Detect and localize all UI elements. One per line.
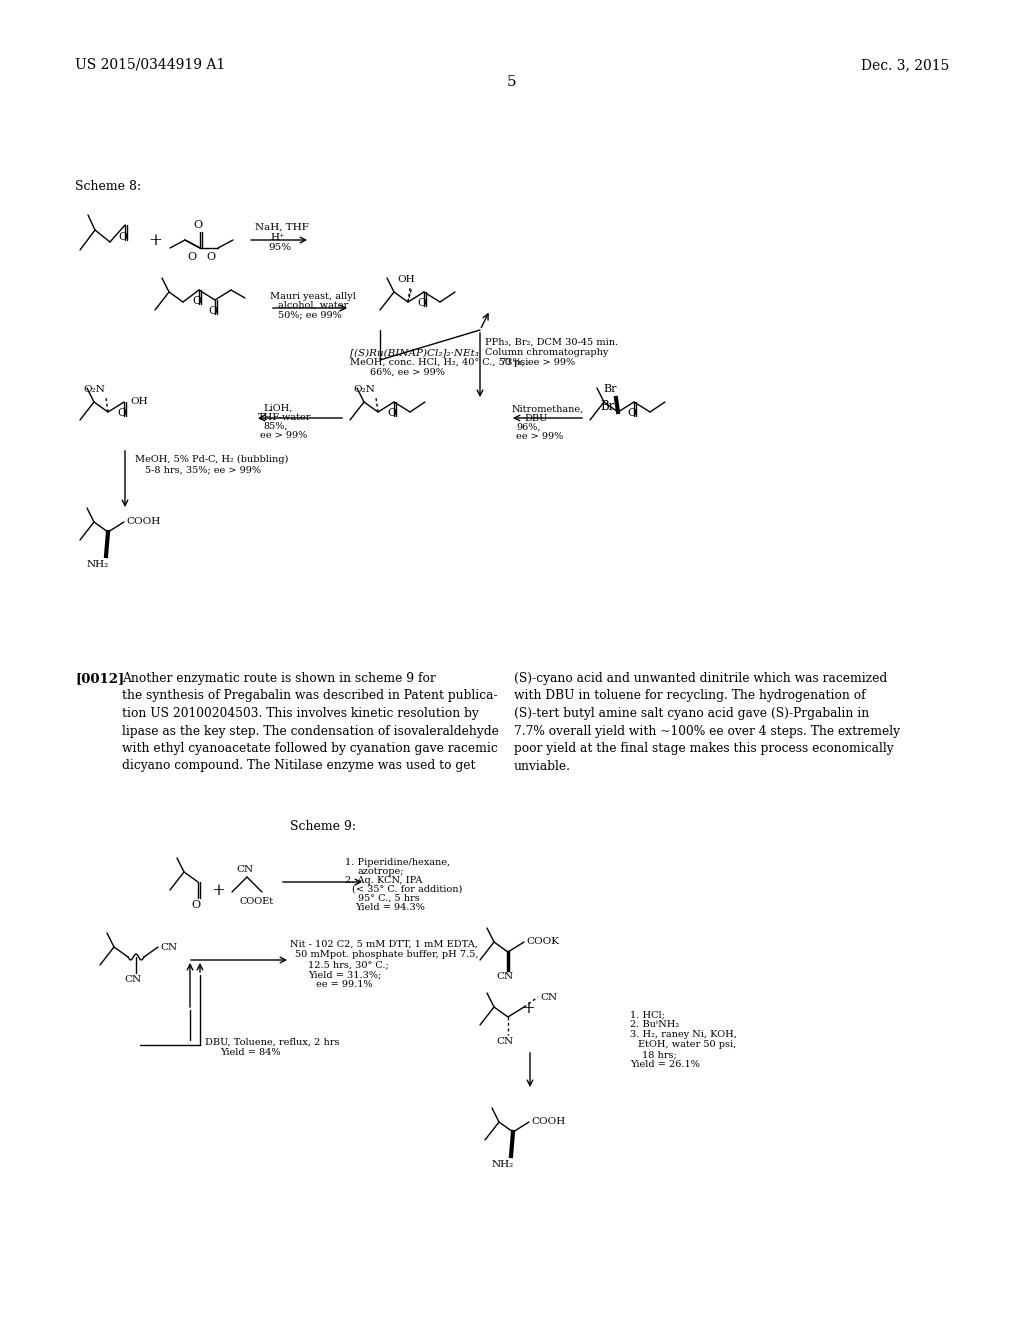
Text: O: O — [418, 298, 427, 308]
Text: 66%, ee > 99%: 66%, ee > 99% — [370, 368, 444, 378]
Text: [(S)Ru(BINAP)Cl₂]₂·NEt₃: [(S)Ru(BINAP)Cl₂]₂·NEt₃ — [350, 348, 479, 356]
Text: Br: Br — [600, 400, 614, 413]
Text: Yield = 26.1%: Yield = 26.1% — [630, 1060, 699, 1069]
Text: (S)-cyano acid and unwanted dinitrile which was racemized
with DBU in toluene fo: (S)-cyano acid and unwanted dinitrile wh… — [514, 672, 900, 772]
Text: Scheme 8:: Scheme 8: — [75, 180, 141, 193]
Text: O: O — [187, 252, 197, 261]
Text: NH₂: NH₂ — [492, 1160, 514, 1170]
Text: NaH, THF: NaH, THF — [255, 223, 309, 232]
Text: O: O — [193, 296, 202, 306]
Text: 73%, ee > 99%: 73%, ee > 99% — [500, 358, 575, 367]
Text: O₂N: O₂N — [83, 385, 104, 393]
Text: CN: CN — [237, 865, 254, 874]
Text: 1. Piperidine/hexane,: 1. Piperidine/hexane, — [345, 858, 451, 867]
Text: CN: CN — [125, 975, 141, 983]
Text: NH₂: NH₂ — [87, 560, 110, 569]
Text: Scheme 9:: Scheme 9: — [290, 820, 356, 833]
Text: O₂N: O₂N — [353, 385, 375, 393]
Text: DBU, Toluene, reflux, 2 hrs: DBU, Toluene, reflux, 2 hrs — [205, 1038, 340, 1047]
Text: O: O — [119, 232, 128, 242]
Text: Yield = 31.3%;: Yield = 31.3%; — [308, 970, 381, 979]
Text: 5: 5 — [507, 75, 517, 88]
Text: O: O — [118, 408, 127, 418]
Text: ee = 99.1%: ee = 99.1% — [316, 979, 373, 989]
Text: alcohol, water: alcohol, water — [278, 301, 348, 310]
Text: LiOH,: LiOH, — [263, 404, 293, 413]
Text: 2. BuᵗNH₂: 2. BuᵗNH₂ — [630, 1020, 679, 1030]
Text: O: O — [191, 900, 201, 909]
Text: O: O — [194, 220, 203, 230]
Text: 3. H₂, raney Ni, KOH,: 3. H₂, raney Ni, KOH, — [630, 1030, 737, 1039]
Text: O: O — [209, 306, 217, 315]
Text: Dec. 3, 2015: Dec. 3, 2015 — [860, 58, 949, 73]
Text: COOH: COOH — [531, 1118, 565, 1126]
Text: US 2015/0344919 A1: US 2015/0344919 A1 — [75, 58, 225, 73]
Text: ee > 99%: ee > 99% — [516, 432, 563, 441]
Text: 85%,: 85%, — [263, 422, 288, 432]
Text: THF-water: THF-water — [258, 413, 311, 422]
Text: azotrope;: azotrope; — [358, 867, 404, 876]
Text: COOH: COOH — [126, 517, 160, 527]
Text: 50%; ee 99%: 50%; ee 99% — [278, 310, 342, 319]
Text: Yield = 84%: Yield = 84% — [220, 1048, 281, 1057]
Text: 18 hrs;: 18 hrs; — [642, 1049, 677, 1059]
Text: OH: OH — [130, 397, 147, 407]
Text: [0012]: [0012] — [75, 672, 124, 685]
Text: O: O — [207, 252, 216, 261]
Text: 50 mMpot. phosphate buffer, pH 7.5,: 50 mMpot. phosphate buffer, pH 7.5, — [295, 950, 478, 960]
Text: PPh₃, Br₂, DCM 30-45 min.: PPh₃, Br₂, DCM 30-45 min. — [485, 338, 618, 347]
Text: 12.5 hrs, 30° C.;: 12.5 hrs, 30° C.; — [308, 960, 389, 969]
Text: 5-8 hrs, 35%; ee > 99%: 5-8 hrs, 35%; ee > 99% — [145, 465, 261, 474]
Text: CN: CN — [160, 942, 177, 952]
Text: Nitromethane,: Nitromethane, — [512, 405, 585, 414]
Text: +: + — [211, 882, 225, 899]
Text: O: O — [387, 408, 396, 418]
Text: CN: CN — [497, 972, 514, 981]
Text: O: O — [628, 408, 637, 418]
Text: 2. Aq. KCN, IPA: 2. Aq. KCN, IPA — [345, 876, 422, 884]
Text: ee > 99%: ee > 99% — [260, 432, 307, 440]
Text: 95%: 95% — [268, 243, 291, 252]
Text: 1. HCl;: 1. HCl; — [630, 1010, 665, 1019]
Text: Mauri yeast, allyl: Mauri yeast, allyl — [270, 292, 356, 301]
Text: Column chromatography: Column chromatography — [485, 348, 608, 356]
Text: OH: OH — [397, 275, 415, 284]
Text: Yield = 94.3%: Yield = 94.3% — [355, 903, 425, 912]
Text: +: + — [521, 1001, 535, 1016]
Text: +: + — [148, 232, 162, 249]
Text: MeOH, 5% Pd-C, H₂ (bubbling): MeOH, 5% Pd-C, H₂ (bubbling) — [135, 455, 289, 465]
Text: CN: CN — [540, 993, 557, 1002]
Text: Nit - 102 C2, 5 mM DTT, 1 mM EDTA,: Nit - 102 C2, 5 mM DTT, 1 mM EDTA, — [290, 940, 478, 949]
Text: 95° C., 5 hrs: 95° C., 5 hrs — [358, 894, 420, 903]
Text: COOEt: COOEt — [240, 898, 274, 906]
Text: (< 35° C. for addition): (< 35° C. for addition) — [352, 884, 463, 894]
Text: COOK: COOK — [526, 937, 559, 946]
Text: MeOH, conc. HCl, H₂, 40° C., 50 psi: MeOH, conc. HCl, H₂, 40° C., 50 psi — [350, 358, 528, 367]
Text: H⁺: H⁺ — [270, 234, 285, 242]
Text: Another enzymatic route is shown in scheme 9 for
the synthesis of Pregabalin was: Another enzymatic route is shown in sche… — [122, 672, 499, 772]
Text: Br: Br — [603, 384, 616, 393]
Text: 96%,: 96%, — [516, 422, 541, 432]
Text: DBU: DBU — [524, 414, 548, 422]
Text: CN: CN — [497, 1038, 514, 1045]
Text: EtOH, water 50 psi,: EtOH, water 50 psi, — [638, 1040, 736, 1049]
